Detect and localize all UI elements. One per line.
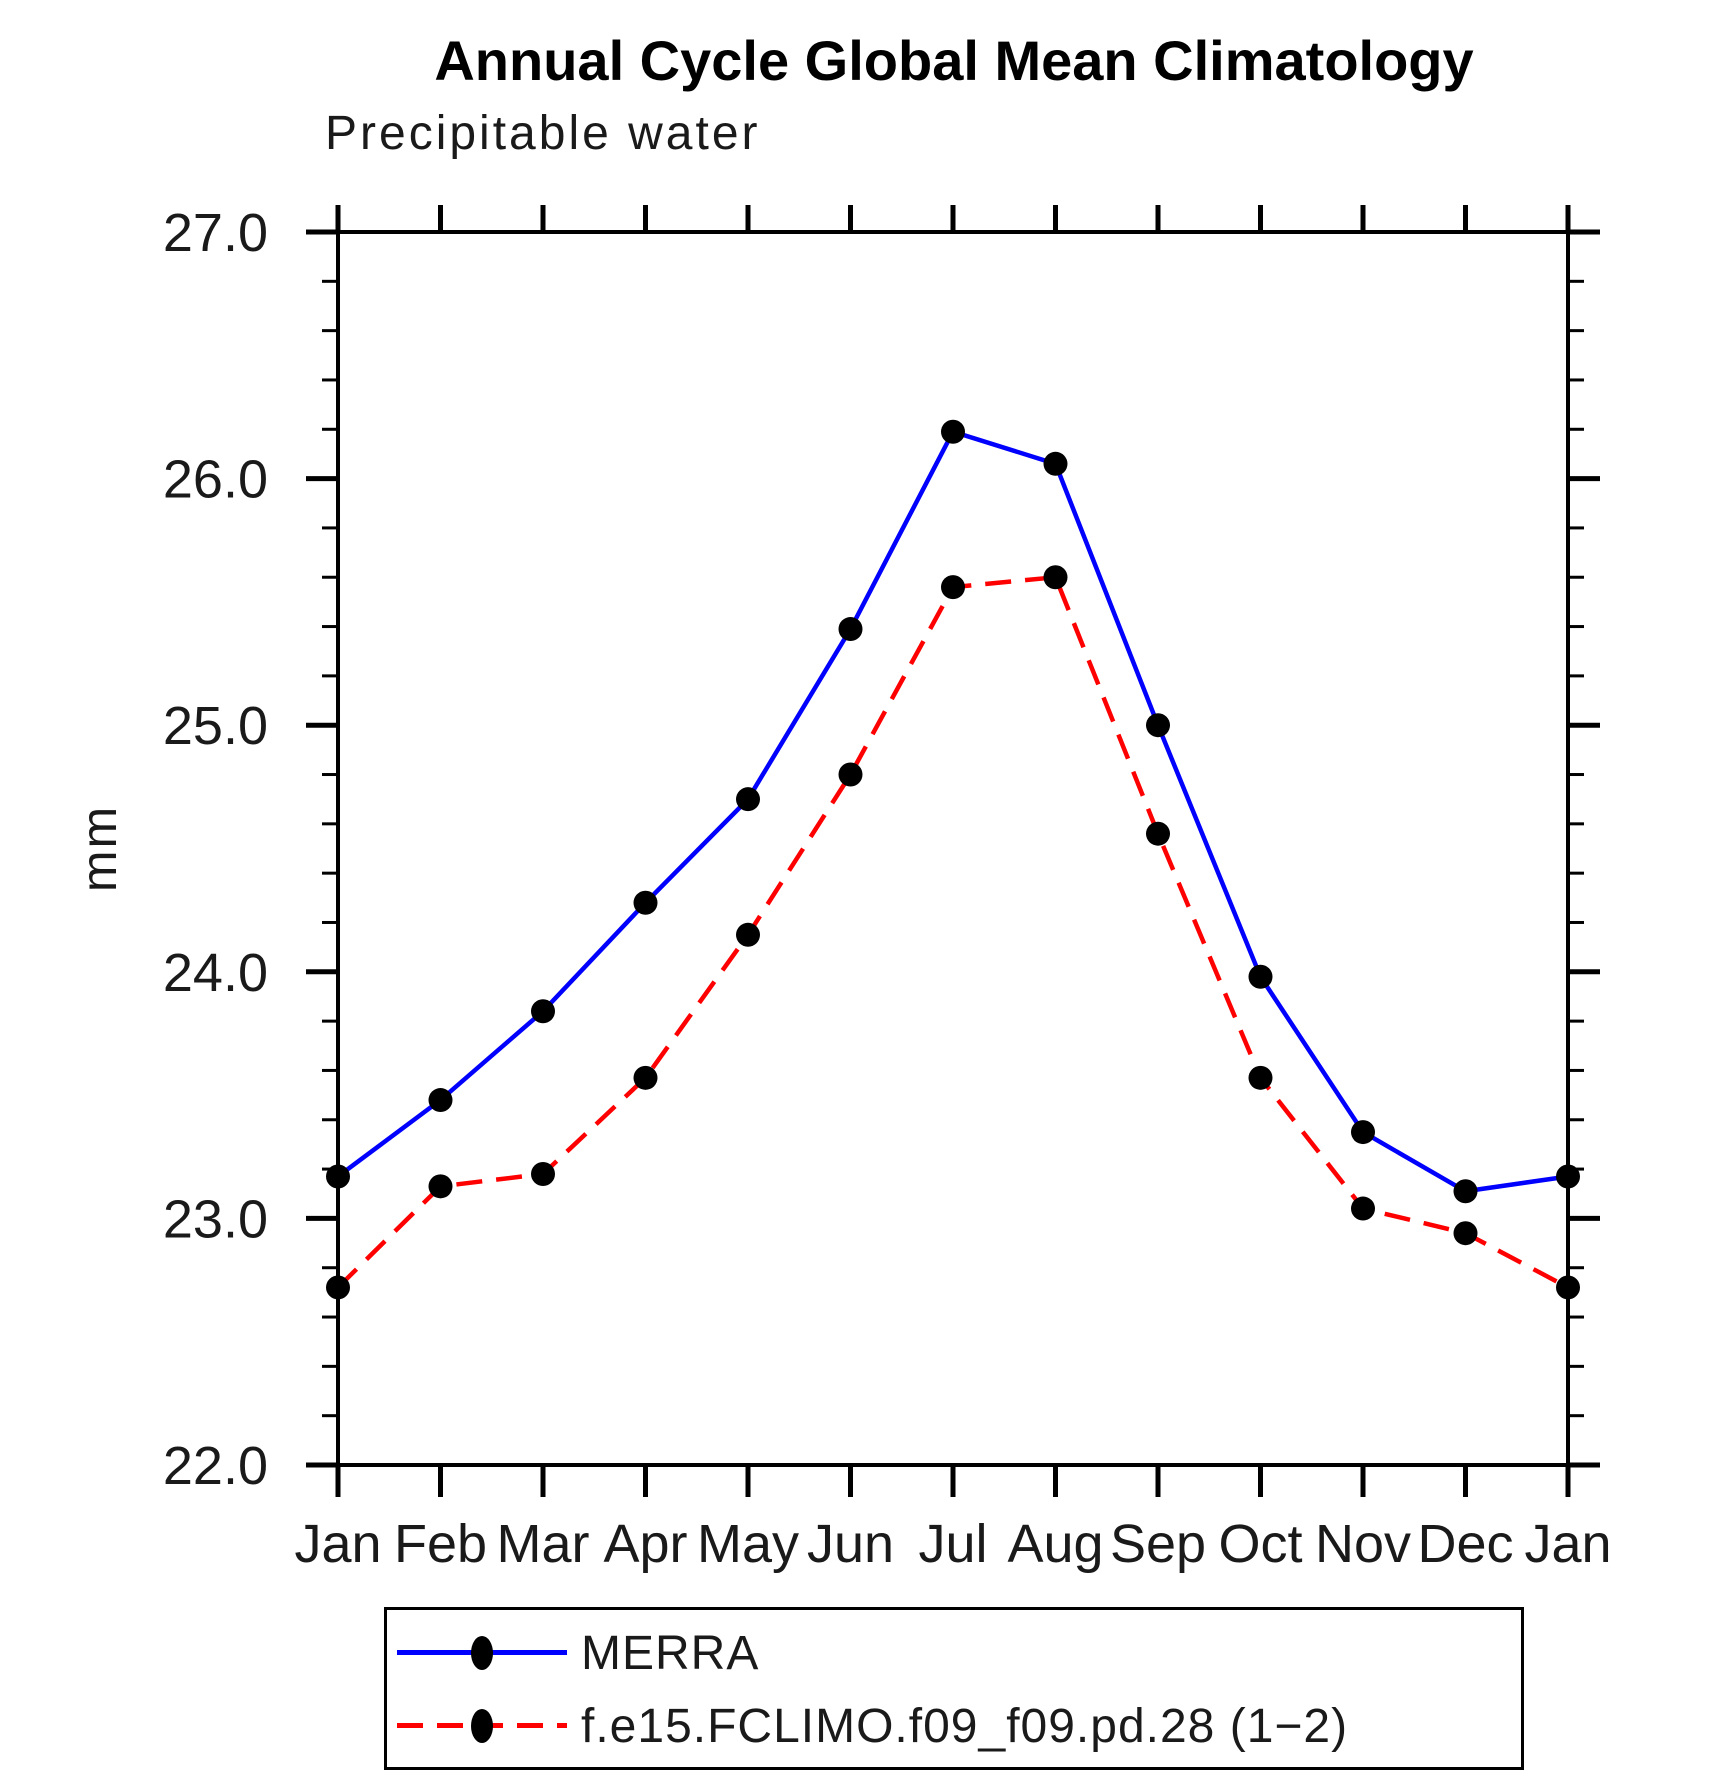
y-axis-label: mm [71,805,127,892]
data-point-marker [1248,964,1273,989]
data-point-marker [941,419,965,444]
data-point-marker [736,787,760,812]
data-point-marker [1146,713,1170,738]
plot-frame [336,230,1570,1467]
x-tick-label: Jul [918,1514,987,1574]
data-point-marker [1043,451,1068,476]
x-tick-label: Oct [1218,1514,1302,1574]
y-tick-label: 27.0 [163,203,268,263]
series-markers-1 [326,565,1580,1300]
legend-label: MERRA [581,1626,760,1680]
x-tick-label: Sep [1110,1514,1206,1574]
x-tick-label: Apr [603,1514,687,1574]
data-point-marker [1351,1120,1375,1145]
y-tick-label: 24.0 [163,943,268,1003]
y-tick-label: 23.0 [163,1189,268,1249]
data-point-marker [428,1088,453,1113]
series-line-1 [336,574,1570,1290]
legend-swatch-model [397,1700,567,1752]
data-point-marker [428,1174,453,1199]
x-tick-label: Nov [1315,1514,1411,1574]
data-point-marker [838,617,863,642]
chart-subtitle: Precipitable water [325,107,761,160]
x-tick-label: Mar [497,1514,590,1574]
series-markers-0 [326,419,1580,1204]
data-point-marker [941,575,965,600]
data-point-marker [1556,1275,1580,1300]
y-tick-label: 25.0 [163,696,268,756]
y-axis: 22.0 23.0 24.0 25.0 26.0 27.0 [163,203,1600,1496]
data-point-marker [326,1164,350,1189]
data-point-marker [1556,1164,1580,1189]
y-tick-label: 26.0 [163,450,268,510]
x-tick-label: Aug [1007,1514,1103,1574]
data-point-marker [326,1275,350,1300]
x-tick-label: Dec [1417,1514,1513,1574]
x-tick-label: Jan [294,1514,381,1574]
data-point-marker [531,1162,555,1187]
x-axis: Jan Feb Mar Apr May Jun Jul Aug Sep Oct Nov Dec Jan [294,205,1612,1574]
y-tick-label: 22.0 [163,1436,268,1496]
legend-item-merra: MERRA [397,1626,760,1680]
data-point-marker [1248,1065,1273,1090]
chart-title: Annual Cycle Global Mean Climatology [434,29,1474,92]
x-tick-label: Jan [1524,1514,1611,1574]
data-point-marker [1146,821,1170,846]
legend-box: MERRA f.e15.FCLIMO.f09_f09.pd.28 (1−2) [384,1607,1524,1770]
legend-swatch-merra [397,1627,567,1679]
legend-label: f.e15.FCLIMO.f09_f09.pd.28 (1−2) [581,1699,1349,1753]
legend-marker-icon [471,1636,493,1670]
x-tick-label: Jun [807,1514,894,1574]
data-point-marker [736,922,760,947]
data-point-marker [1453,1179,1478,1204]
series-line-0 [336,429,1569,1194]
data-point-marker [838,762,863,787]
x-tick-label: Feb [394,1514,487,1574]
data-point-marker [633,1065,658,1090]
data-point-marker [1043,565,1068,590]
x-tick-label: May [697,1514,799,1574]
data-point-marker [531,999,555,1024]
data-point-marker [1351,1196,1375,1221]
data-point-marker [633,890,658,915]
data-point-marker [1453,1221,1478,1246]
legend-item-model: f.e15.FCLIMO.f09_f09.pd.28 (1−2) [397,1699,1349,1753]
legend-marker-icon [471,1709,493,1743]
